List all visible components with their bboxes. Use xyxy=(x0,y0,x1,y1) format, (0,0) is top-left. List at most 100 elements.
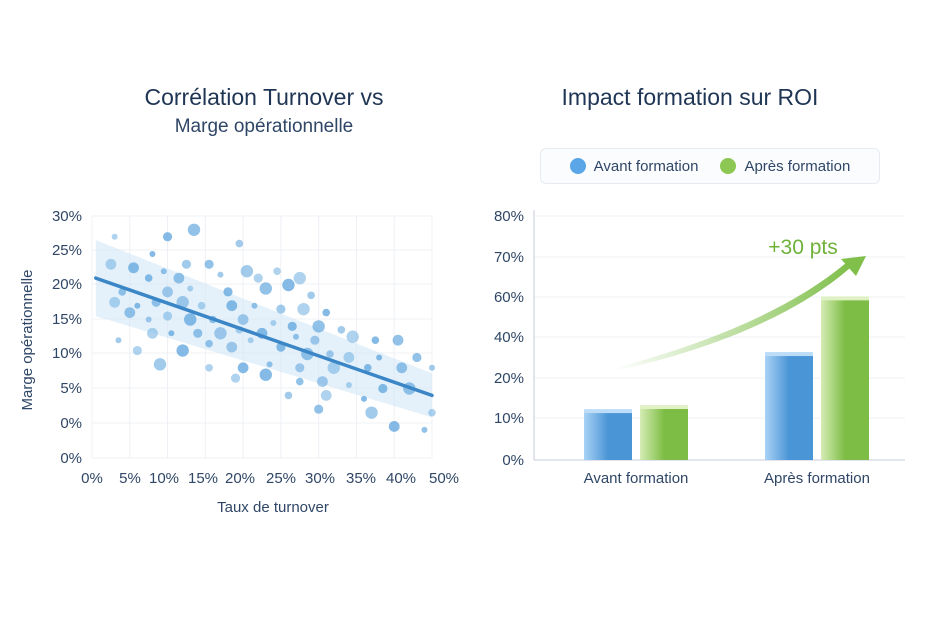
x-tick-label: 5% xyxy=(119,470,141,487)
y-tick-label: 0% xyxy=(60,450,82,467)
x-tick-label: 50% xyxy=(429,470,459,487)
scatter-point xyxy=(317,376,328,387)
scatter-point xyxy=(253,273,263,283)
y-tick-label: 5% xyxy=(60,380,82,397)
scatter-point xyxy=(327,361,340,374)
scatter-point xyxy=(147,327,158,339)
x-category-label: Avant formation xyxy=(584,470,689,487)
y-tick-label: 25% xyxy=(52,242,82,259)
scatter-point xyxy=(287,321,297,331)
scatter-point xyxy=(193,328,203,338)
y-axis-label: Marge opérationnelle xyxy=(19,270,36,411)
scatter-point xyxy=(337,326,346,334)
scatter-point xyxy=(371,336,380,345)
bar-avant xyxy=(584,411,632,460)
legend-item-apres: Après formation xyxy=(720,158,850,175)
scatter-point xyxy=(217,271,224,278)
scatter-point xyxy=(322,308,331,317)
scatter-point xyxy=(312,320,325,333)
scatter-point xyxy=(153,358,167,371)
scatter-point xyxy=(310,335,320,345)
y-tick-label: 0% xyxy=(502,452,524,469)
trend-line xyxy=(94,276,434,398)
scatter-point xyxy=(160,268,167,275)
legend-swatch-apres xyxy=(720,158,737,174)
scatter-point xyxy=(204,259,214,269)
scatter-point xyxy=(270,319,277,326)
bar-apres-cap xyxy=(640,405,688,410)
scatter-point xyxy=(144,274,153,282)
x-tick-label: 25% xyxy=(266,470,296,487)
scatter-point xyxy=(235,239,244,248)
y-tick-label: 20% xyxy=(52,276,82,293)
scatter-point xyxy=(205,364,213,372)
scatter-point xyxy=(176,296,189,309)
scatter-point xyxy=(105,258,117,270)
scatter-point xyxy=(293,271,306,285)
scatter-point xyxy=(176,344,189,357)
bar-avant xyxy=(765,354,813,460)
scatter-point xyxy=(376,354,383,361)
x-tick-label: 0% xyxy=(81,470,103,487)
growth-arrow-head xyxy=(841,256,866,276)
scatter-point xyxy=(273,267,281,276)
scatter-point xyxy=(428,408,436,417)
bar-chart-title: Impact formation sur ROI xyxy=(561,84,819,110)
scatter-point xyxy=(115,337,122,344)
scatter-point xyxy=(259,282,272,295)
y-tick-label: 0% xyxy=(60,415,82,432)
scatter-point xyxy=(259,368,272,381)
bar-chart-legend: Avant formation Après formation xyxy=(540,148,880,184)
scatter-point xyxy=(240,265,254,278)
scatter-chart-title: Corrélation Turnover vs xyxy=(144,84,384,110)
scatter-point xyxy=(118,288,127,296)
scatter-point xyxy=(307,291,315,300)
scatter-point xyxy=(421,426,428,433)
scatter-point xyxy=(187,285,194,292)
scatter-point xyxy=(226,300,238,312)
x-tick-label: 15% xyxy=(188,470,218,487)
scatter-point xyxy=(295,377,304,386)
scatter-point xyxy=(226,341,238,353)
y-tick-label: 70% xyxy=(494,249,524,266)
y-tick-label: 30% xyxy=(52,208,82,225)
scatter-point xyxy=(365,406,378,419)
y-tick-label: 10% xyxy=(52,345,82,362)
scatter-point xyxy=(184,313,197,326)
scatter-point xyxy=(314,404,324,414)
scatter-point xyxy=(276,304,286,314)
y-tick-label: 15% xyxy=(52,311,82,328)
scatter-point xyxy=(237,314,249,325)
legend-label-avant: Avant formation xyxy=(593,157,699,175)
scatter-point xyxy=(361,395,367,402)
scatter-point xyxy=(197,301,206,310)
scatter-point xyxy=(162,232,173,242)
scatter-point xyxy=(145,316,152,323)
scatter-point xyxy=(181,259,192,269)
scatter-point xyxy=(149,250,156,257)
y-tick-label: 40% xyxy=(494,329,524,346)
legend-swatch-avant xyxy=(569,158,586,174)
scatter-point xyxy=(162,311,173,321)
scatter-point xyxy=(132,345,142,356)
scatter-point xyxy=(251,302,258,309)
scatter-point xyxy=(214,327,227,340)
scatter-point xyxy=(205,339,213,348)
x-category-label: Après formation xyxy=(764,470,870,487)
scatter-point xyxy=(230,373,241,383)
scatter-point xyxy=(187,223,201,236)
scatter-chart-subtitle: Marge opérationnelle xyxy=(174,116,354,137)
x-tick-label: 20% xyxy=(225,470,255,487)
scatter-point xyxy=(124,307,136,318)
bar-avant-cap xyxy=(584,409,632,414)
x-tick-label: 35% xyxy=(346,470,376,487)
scatter-point xyxy=(295,363,305,373)
scatter-point xyxy=(128,262,139,274)
x-tick-label: 10% xyxy=(149,470,179,487)
scatter-point xyxy=(388,421,400,432)
bar-avant-cap xyxy=(765,352,813,357)
scatter-point xyxy=(134,302,141,309)
scatter-point xyxy=(173,272,185,284)
y-tick-label: 60% xyxy=(494,289,524,306)
